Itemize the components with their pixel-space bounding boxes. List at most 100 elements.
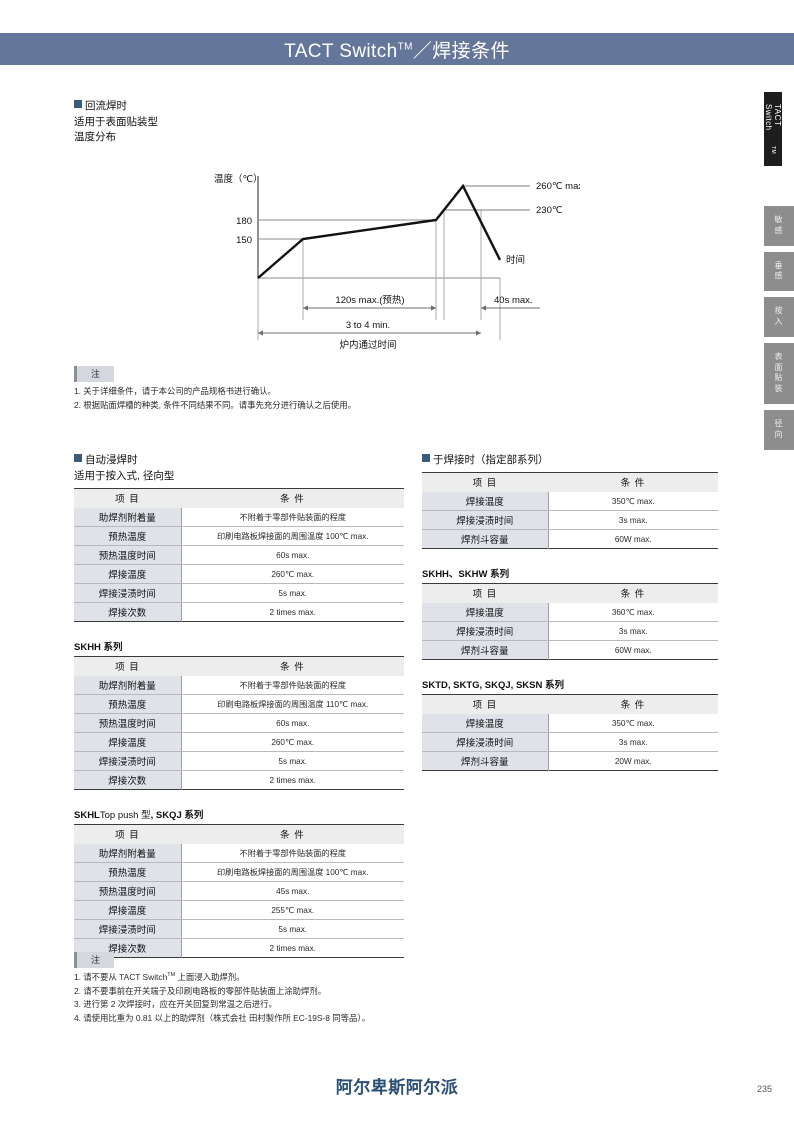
side-tab-rail: TACT Switch TM 敏 感 垂 感 按 入 表 面 贴 装 径 向 [764,92,794,456]
row-label: 焊接温度 [74,732,182,753]
side-tab-active-tact-switch[interactable]: TACT Switch TM [764,92,782,166]
row-value: 不附着于零部件贴装面的程度 [181,843,404,864]
tab-sensitive[interactable]: 敏 感 [764,206,794,246]
row-label: 焊接温度 [422,491,549,511]
row-value: 350℃ max. [548,491,718,511]
hand-soldering-column: 于焊接时（指定部系列） 项 目 条 件 焊接温度 350℃ max. 焊接浸渍时间… [422,452,718,788]
chart-annotation-230: 230℃ [536,205,563,216]
dip-block-skhh: SKHH 系列 项 目 条 件 助焊剂附着量 不附着于零部件贴装面的程度 预热温度… [74,639,404,791]
bullet-square-icon [74,454,82,462]
row-label: 焊接温度 [74,564,182,585]
row-value: 60W max. [548,640,718,660]
dip-soldering-column: 自动浸焊时 适用于按入式, 径向型 项 目 条 件 助焊剂附着量 不附着于零部件贴… [74,452,404,975]
side-tab-active-label: TACT Switch [764,104,782,131]
footer-logo: 阿尔卑斯阿尔派 [335,1078,459,1097]
table-row: 焊接浸渍时间 3s max. [422,732,718,752]
dip-table-general: 项 目 条 件 助焊剂附着量 不附着于零部件贴装面的程度 预热温度 印刷电路板焊接面… [74,488,404,623]
hand-table-title-sktd-group: SKTD, SKTG, SKQJ, SKSN 系列 [422,680,564,691]
page-title-main: TACT Switch [284,40,398,62]
row-label: 焊接浸渍时间 [422,621,549,641]
bottom-note-item-1: 1. 请不要从 TACT SwitchTM 上面浸入助焊剂。 [74,971,504,985]
table-row: 助焊剂附着量 不附着于零部件贴装面的程度 [74,507,404,528]
tab-smd-char-2: 面 [774,362,784,372]
col-header-condition: 条 件 [181,824,404,844]
col-header-condition: 条 件 [181,656,404,676]
chart-ytick-180: 180 [236,216,252,227]
table-row: 预热温度时间 45s max. [74,881,404,902]
row-value: 260℃ max. [181,732,404,753]
table-row: 预热温度 印刷电路板焊接面的周围温度 100℃ max. [74,526,404,547]
reflow-temperature-profile-chart: 180 150 温度（℃） 时间 260℃ max. 3s max. 230℃ … [200,168,622,353]
row-value: 360℃ max. [548,602,718,622]
hand-table-sktd-group: 项 目 条 件 焊接温度 350℃ max. 焊接浸渍时间 3s max. 焊剂斗容… [422,694,718,771]
row-label: 预热温度时间 [74,545,182,566]
col-header-item: 项 目 [422,472,548,492]
reflow-subline-2: 温度分布 [74,131,116,144]
table-row: 助焊剂附着量 不附着于零部件贴装面的程度 [74,843,404,864]
row-value: 印刷电路板焊接面的周围温度 100℃ max. [181,862,404,883]
tab-radial-char-1: 径 [774,418,784,428]
row-value: 2 times max. [181,770,404,790]
col-header-item: 项 目 [74,488,181,508]
table-row: 预热温度时间 60s max. [74,545,404,566]
tab-tactile-char-2: 感 [774,271,784,281]
bottom-note-item-1-pre: 1. 请不要从 TACT Switch [74,972,168,982]
tab-tactile[interactable]: 垂 感 [764,251,794,292]
col-header-condition: 条 件 [181,488,404,508]
chart-annotation-oven-time: 炉内通过时间 [339,339,396,351]
page-title-cn: 焊接条件 [432,40,510,62]
col-header-item: 项 目 [422,583,548,603]
tab-smd[interactable]: 表 面 贴 装 [764,342,794,404]
top-note-item-2: 2. 根据贴面焊槽的种类, 条件不同结果不同。请事先充分进行确认之后使用。 [74,399,356,410]
chart-ytick-150: 150 [236,235,252,246]
row-label: 预热温度 [74,694,182,715]
table-row: 焊接浸渍时间 5s max. [74,583,404,604]
row-label: 焊接浸渍时间 [422,732,549,752]
tab-radial[interactable]: 径 向 [764,409,794,450]
bottom-note-item-1-tm: TM [167,972,176,979]
hand-table-skhh-skhw: 项 目 条 件 焊接温度 360℃ max. 焊接浸渍时间 3s max. 焊剂斗容… [422,583,718,660]
footer-page-number: 235 [756,1084,772,1094]
hand-section-heading: 于焊接时（指定部系列） [422,452,718,467]
row-label: 焊接温度 [422,713,549,733]
row-value: 2 times max. [181,602,404,622]
dip-block-skhl-skqj: SKHLTop push 型, SKQJ 系列 项 目 条 件 助焊剂附着量 不附… [74,807,404,959]
top-note-item-1: 1. 关于详细条件，请于本公司的产品规格书进行确认。 [74,386,276,396]
reflow-heading-label: 回流焊时 [85,100,127,112]
dip-table-title-skhl-skqj: SKHLTop push 型, SKQJ 系列 [74,807,404,821]
table-row: 焊接温度 350℃ max. [422,713,718,733]
tab-radial-char-2: 向 [774,429,784,439]
row-label: 焊接次数 [74,602,182,622]
top-note-list: 1. 关于详细条件，请于本公司的产品规格书进行确认。 2. 根据贴面焊槽的种类,… [74,385,356,412]
trademark-mark: TM [397,41,413,53]
row-label: 焊接温度 [422,602,549,622]
row-value: 5s max. [181,751,404,772]
row-label: 焊接浸渍时间 [422,510,549,530]
table-row: 焊接温度 255℃ max. [74,900,404,921]
row-value: 印刷电路板焊接面的周围温度 110℃ max. [181,694,404,715]
table-row: 焊接浸渍时间 5s max. [74,919,404,940]
bottom-note-item-1-post: 上面浸入助焊剂。 [175,972,245,982]
hand-heading-label: 于焊接时（指定部系列） [433,454,549,466]
tab-push-in-char-1: 按 [774,306,784,316]
dip-table-skhl-skqj: 项 目 条 件 助焊剂附着量 不附着于零部件贴装面的程度 预热温度 印刷电路板焊接面… [74,824,404,959]
row-value: 350℃ max. [548,713,718,733]
chart-annotation-total: 3 to 4 min. [346,320,390,331]
col-header-item: 项 目 [74,824,181,844]
col-header-condition: 条 件 [548,472,718,492]
chart-x-axis-label: 时间 [506,254,525,266]
tab-push-in[interactable]: 按 入 [764,297,794,337]
page-title-separator: ／ [412,40,433,62]
table-row: 预热温度 印刷电路板焊接面的周围温度 110℃ max. [74,694,404,715]
tab-tactile-char-1: 垂 [774,260,784,270]
row-value: 20W max. [548,751,718,771]
col-header-item: 项 目 [74,656,181,676]
title-part-bold: SKHL [74,810,100,822]
dip-table-title-skhh: SKHH 系列 [74,642,123,654]
dip-heading-label: 自动浸焊时 [85,454,138,466]
row-value: 3s max. [548,510,718,530]
bottom-note-item-3: 3. 进行第 2 次焊接时，应在开关回复到常温之后进行。 [74,999,277,1010]
row-value: 5s max. [181,919,404,940]
table-row: 焊接温度 350℃ max. [422,491,718,511]
row-value: 260℃ max. [181,564,404,585]
